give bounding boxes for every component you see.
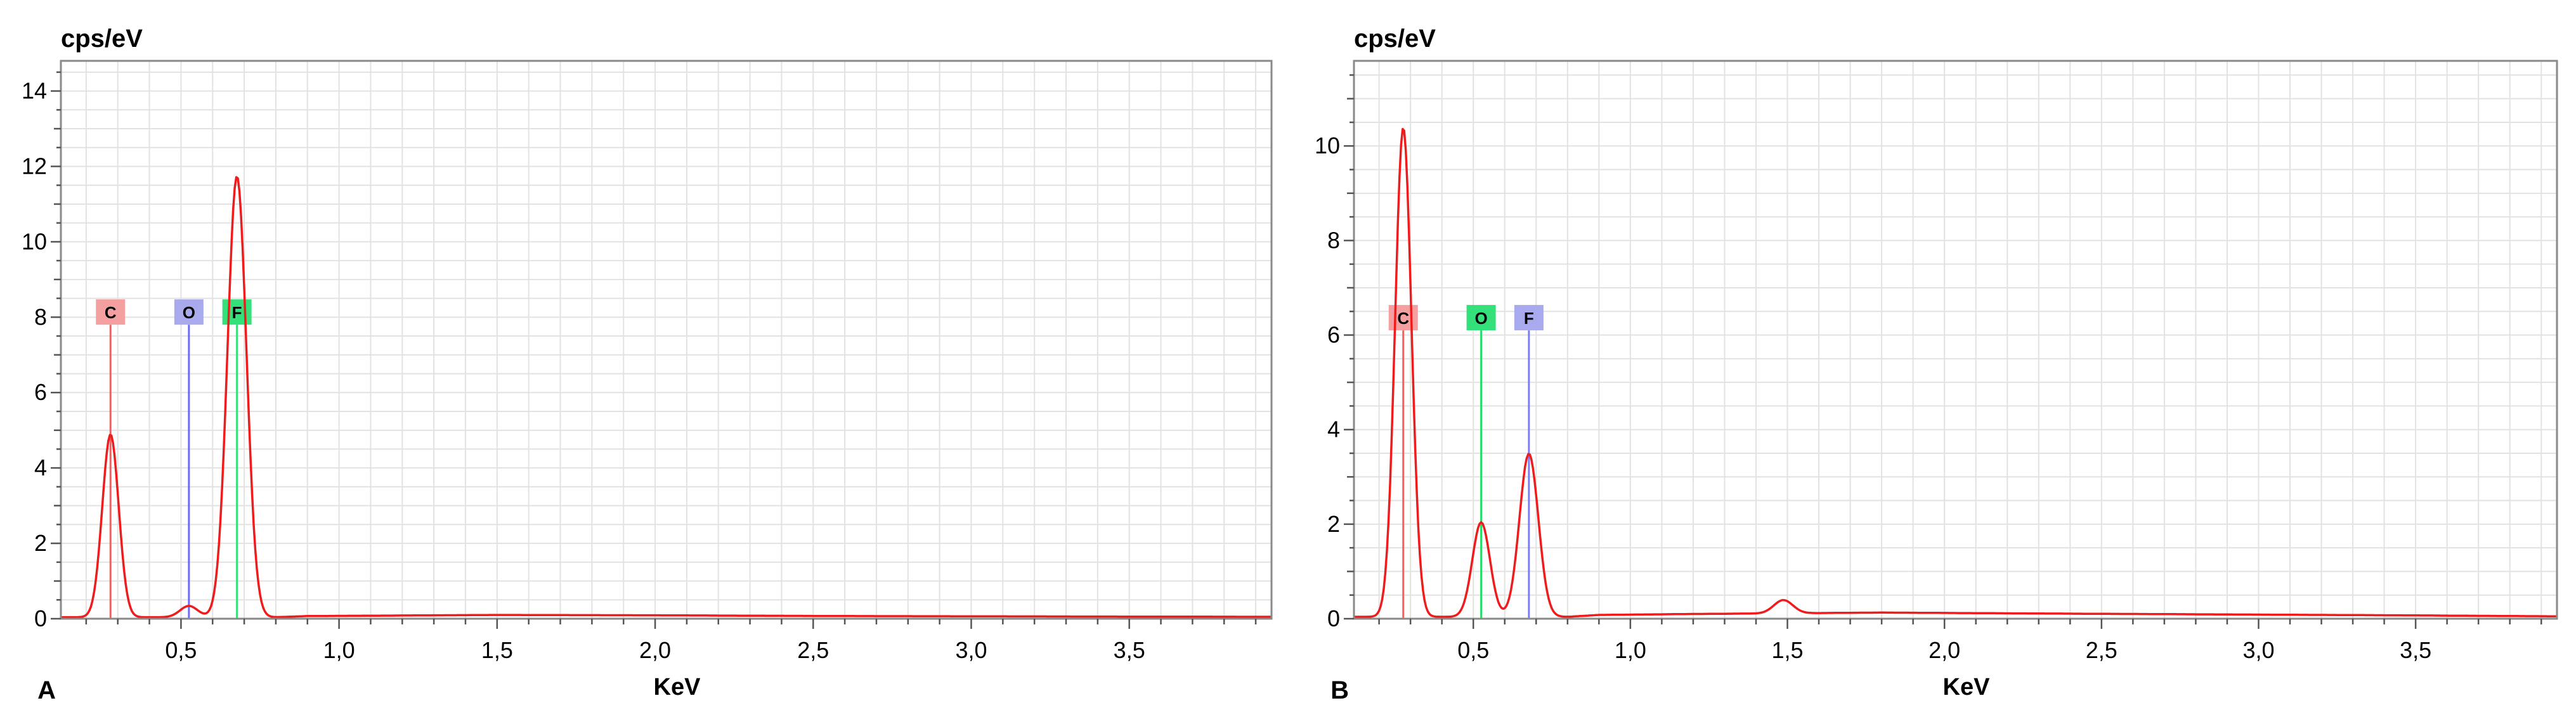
x-tick-label: 3,0: [2242, 637, 2274, 663]
x-tick-label: 1,5: [481, 637, 513, 663]
y-tick-label: 4: [1327, 416, 1340, 442]
element-label: O: [1474, 309, 1487, 328]
element-label-box: [1388, 305, 1418, 331]
y-tick-label: 8: [1327, 227, 1340, 253]
panel-label: B: [1330, 676, 1349, 704]
y-tick-label: 6: [1327, 322, 1340, 348]
y-tick-label: 14: [22, 78, 47, 104]
panel-label: A: [37, 676, 56, 704]
x-axis-label: KeV: [1943, 674, 1991, 700]
x-tick-label: 2,0: [639, 637, 671, 663]
element-label: F: [232, 303, 242, 322]
y-tick-label: 2: [1327, 511, 1340, 537]
element-label-box: [1514, 305, 1544, 331]
x-tick-label: 3,0: [955, 637, 987, 663]
y-tick-label: 4: [34, 455, 47, 481]
element-label: F: [1524, 309, 1534, 328]
grid: [61, 61, 1272, 619]
y-axis-label: cps/eV: [1354, 25, 1436, 53]
grid: [1354, 61, 2557, 619]
y-axis: 0 2 4 6 8 10 12 14: [22, 71, 61, 631]
element-label: O: [183, 303, 195, 322]
x-tick-label: 1,0: [323, 637, 355, 663]
plot-area: [61, 61, 1272, 619]
plot-frame: [1353, 60, 2558, 620]
element-label-box: [222, 299, 252, 325]
spectrum-panel-a: C O F 0 2 4 6 8 10 12 14 0,5 1,0 1,5 2,0 2,5 3,0 3,5 cps/e…: [22, 25, 1273, 704]
x-tick-label: 1,0: [1615, 637, 1646, 663]
element-label: C: [1397, 309, 1409, 328]
y-tick-label: 12: [22, 153, 47, 179]
x-tick-label: 0,5: [165, 637, 197, 663]
x-axis: 0,5 1,0 1,5 2,0 2,5 3,0 3,5: [85, 619, 1257, 663]
x-tick-label: 1,5: [1771, 637, 1803, 663]
y-tick-label: 2: [34, 530, 47, 556]
spectrum-line: [1354, 127, 2557, 618]
x-axis: 0,5 1,0 1,5 2,0 2,5 3,0 3,5: [1378, 619, 2542, 663]
element-label-box: [1466, 305, 1496, 331]
y-tick-label: 10: [1315, 132, 1340, 158]
y-tick-label: 8: [34, 304, 47, 330]
plot-area: [1354, 61, 2557, 619]
x-tick-label: 2,5: [797, 637, 829, 663]
plot-frame: [60, 60, 1273, 620]
y-tick-label: 0: [1327, 605, 1340, 631]
x-tick-label: 3,5: [1114, 637, 1145, 663]
element-label-box: [174, 299, 204, 325]
y-tick-label: 10: [22, 228, 47, 254]
element-label-box: [96, 299, 126, 325]
x-tick-label: 2,5: [2086, 637, 2117, 663]
y-tick-label: 6: [34, 379, 47, 405]
spectrum-panel-b: C O F 0 2 4 6 8 10 0,5 1,0 1,5 2,0 2,5 3,0 3,5 cps/eV KeV…: [1315, 25, 2558, 704]
x-tick-label: 3,5: [2400, 637, 2431, 663]
x-tick-label: 0,5: [1457, 637, 1489, 663]
x-axis-label: KeV: [654, 674, 701, 700]
y-tick-label: 0: [34, 605, 47, 631]
x-tick-label: 2,0: [1929, 637, 1960, 663]
element-label: C: [105, 303, 117, 322]
y-axis: 0 2 4 6 8 10: [1315, 74, 1354, 631]
spectrum-line: [61, 176, 1272, 619]
y-axis-label: cps/eV: [61, 25, 143, 53]
